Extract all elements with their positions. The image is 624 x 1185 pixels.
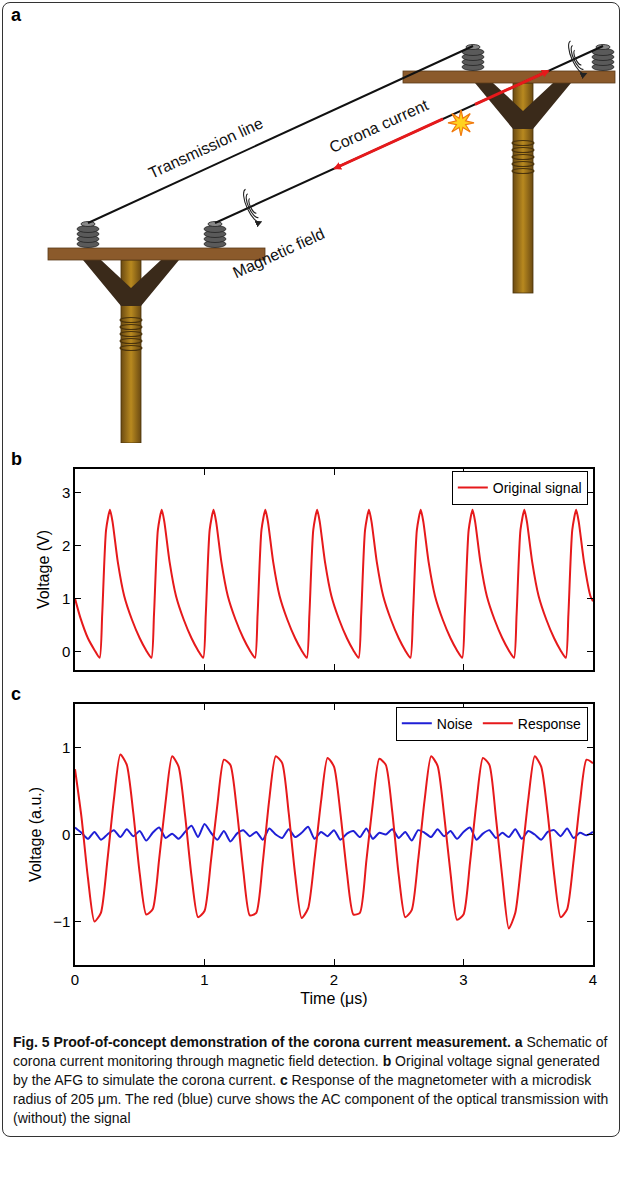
svg-text:Response: Response: [518, 716, 581, 732]
svg-text:Time (μs): Time (μs): [300, 990, 367, 1007]
svg-text:3: 3: [459, 971, 467, 988]
html-text:a: a: [11, 5, 21, 25]
svg-text:2: 2: [62, 537, 70, 554]
svg-text:Corona current: Corona current: [327, 96, 432, 156]
svg-text:1: 1: [200, 971, 208, 988]
svg-text:4: 4: [589, 971, 597, 988]
svg-text:Original signal: Original signal: [493, 480, 582, 496]
svg-text:0: 0: [62, 643, 70, 660]
svg-text:Magnetic field: Magnetic field: [230, 225, 327, 281]
svg-text:−1: −1: [53, 913, 70, 930]
svg-text:3: 3: [62, 484, 70, 501]
svg-text:Voltage (a.u.): Voltage (a.u.): [27, 787, 44, 882]
svg-text:Voltage (V): Voltage (V): [35, 530, 52, 609]
svg-text:2: 2: [330, 971, 338, 988]
svg-text:Noise: Noise: [437, 716, 473, 732]
svg-text:0: 0: [71, 971, 79, 988]
html-text:b: b: [11, 449, 22, 469]
svg-text:Transmission line: Transmission line: [146, 114, 266, 181]
svg-text:1: 1: [62, 590, 70, 607]
svg-text:1: 1: [62, 739, 70, 756]
html-text:c: c: [11, 684, 21, 704]
html-text:Fig. 5 Proof-of-concept demons: Fig. 5 Proof-of-concept demonstration of…: [13, 1034, 609, 1126]
svg-text:0: 0: [62, 826, 70, 843]
